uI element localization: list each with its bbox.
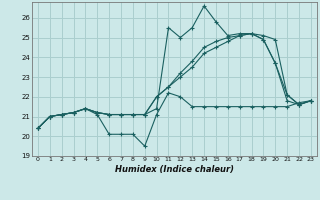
X-axis label: Humidex (Indice chaleur): Humidex (Indice chaleur): [115, 165, 234, 174]
